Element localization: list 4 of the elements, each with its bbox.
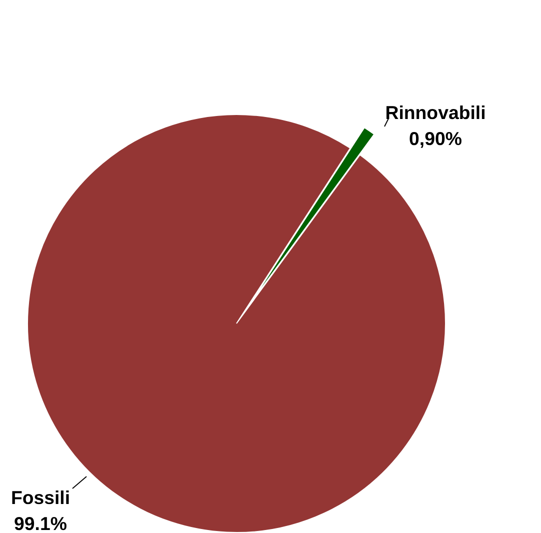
data-label: 99.1%: [14, 513, 68, 533]
data-label: 0,90%: [409, 128, 462, 149]
slice-label: Fossili: [10, 487, 70, 508]
slice-label: Rinnovabili: [385, 102, 486, 123]
